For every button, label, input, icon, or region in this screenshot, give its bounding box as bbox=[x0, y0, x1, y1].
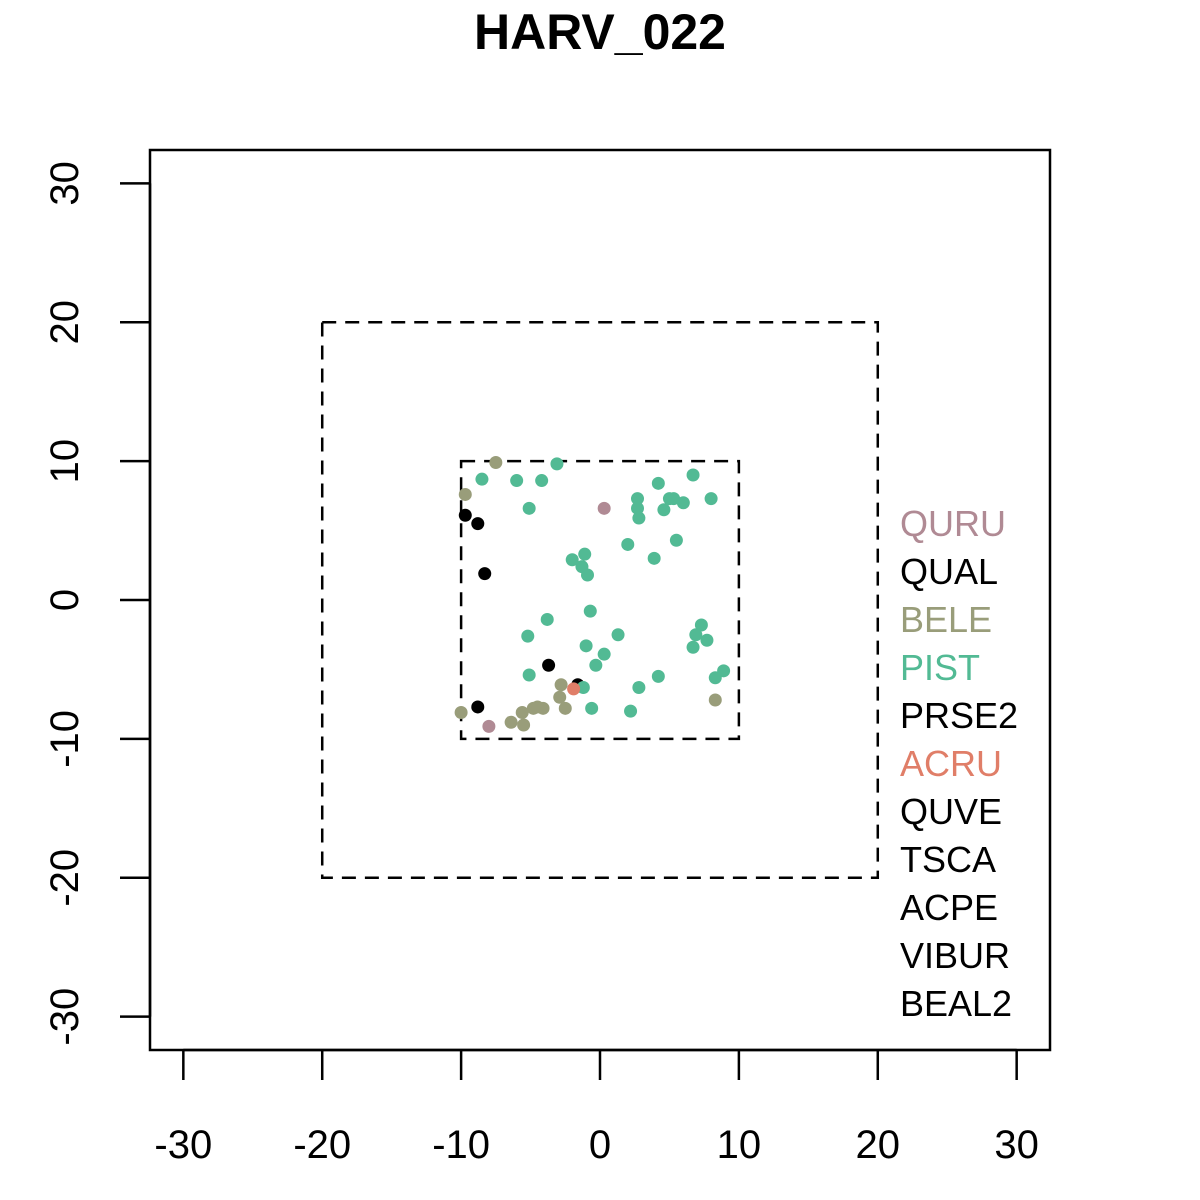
point-pist bbox=[700, 633, 714, 647]
point-pist bbox=[565, 553, 579, 567]
point-qual bbox=[478, 567, 492, 581]
point-bele bbox=[458, 487, 472, 501]
x-tick-label: -30 bbox=[154, 1123, 212, 1167]
point-pist bbox=[717, 664, 731, 678]
point-pist bbox=[581, 568, 594, 582]
y-tick-label: -10 bbox=[43, 710, 87, 768]
data-points bbox=[454, 456, 731, 733]
point-pist bbox=[632, 511, 646, 525]
point-pist bbox=[694, 618, 708, 632]
point-pist bbox=[611, 628, 625, 642]
y-axis: -30 -20 -10 0 10 20 30 bbox=[43, 161, 152, 1046]
point-pist bbox=[583, 604, 597, 618]
point-pist bbox=[578, 547, 592, 561]
point-bele bbox=[454, 706, 468, 719]
reference-squares bbox=[320, 320, 880, 880]
point-pist bbox=[597, 647, 611, 661]
point-bele bbox=[708, 693, 722, 707]
legend-label-bele: BELE bbox=[900, 599, 992, 640]
legend-label-prse2: PRSE2 bbox=[900, 695, 1018, 736]
point-pist bbox=[624, 704, 638, 718]
x-tick-label: -20 bbox=[293, 1123, 351, 1167]
point-bele bbox=[489, 456, 503, 469]
y-tick-label: 30 bbox=[43, 161, 87, 206]
point-pist bbox=[686, 640, 700, 654]
point-pist bbox=[535, 474, 549, 488]
point-qual bbox=[471, 700, 485, 714]
point-quru bbox=[597, 501, 611, 515]
point-bele bbox=[558, 701, 572, 715]
point-pist bbox=[689, 628, 703, 642]
y-tick-label: 0 bbox=[43, 589, 87, 611]
x-tick-label: 0 bbox=[589, 1123, 611, 1167]
point-pist bbox=[550, 457, 564, 471]
legend-label-vibur: VIBUR bbox=[900, 935, 1010, 976]
point-pist bbox=[669, 533, 683, 547]
legend-label-quve: QUVE bbox=[900, 791, 1002, 832]
reference-square-0 bbox=[320, 320, 880, 880]
chart-title: HARV_022 bbox=[474, 4, 726, 60]
point-pist bbox=[589, 658, 603, 672]
point-pist bbox=[576, 681, 590, 694]
point-bele bbox=[517, 718, 531, 732]
point-qual bbox=[458, 508, 472, 522]
y-tick-label: 10 bbox=[43, 439, 87, 484]
point-pist bbox=[651, 476, 665, 490]
legend-label-tsca: TSCA bbox=[900, 839, 996, 880]
point-pist bbox=[475, 472, 489, 486]
point-pist bbox=[540, 612, 554, 626]
point-acru bbox=[567, 682, 581, 696]
point-qual bbox=[471, 517, 485, 531]
point-pist bbox=[657, 503, 671, 517]
point-pist bbox=[647, 551, 661, 565]
point-bele bbox=[515, 706, 529, 719]
legend-label-beal2: BEAL2 bbox=[900, 983, 1012, 1024]
x-tick-label: -10 bbox=[432, 1123, 490, 1167]
point-pist bbox=[651, 669, 665, 683]
legend: QURU QUAL BELE PIST PRSE2 ACRU QUVE TSCA ACPE VIB… bbox=[900, 503, 1018, 1024]
point-pist bbox=[579, 639, 593, 653]
point-pist bbox=[522, 501, 536, 515]
point-quru bbox=[482, 719, 496, 733]
x-tick-label: 30 bbox=[994, 1123, 1039, 1167]
point-pist bbox=[631, 501, 644, 515]
point-pist bbox=[521, 629, 535, 643]
point-pist bbox=[676, 496, 690, 510]
point-pist bbox=[621, 537, 635, 551]
point-pist bbox=[632, 681, 646, 694]
point-pist bbox=[686, 468, 700, 482]
point-pist bbox=[704, 492, 718, 506]
point-pist bbox=[510, 474, 524, 488]
y-tick-label: -30 bbox=[43, 988, 87, 1046]
point-bele bbox=[531, 700, 544, 714]
y-tick-label: -20 bbox=[43, 849, 87, 907]
legend-label-quru: QURU bbox=[900, 503, 1006, 544]
point-bele bbox=[504, 715, 518, 729]
point-pist bbox=[631, 492, 644, 506]
point-pist bbox=[667, 492, 681, 506]
legend-label-qual: QUAL bbox=[900, 551, 998, 592]
point-qual bbox=[542, 658, 556, 672]
point-bele bbox=[554, 678, 568, 692]
point-pist bbox=[522, 668, 536, 682]
x-tick-label: 20 bbox=[856, 1123, 901, 1167]
x-axis: -30 -20 -10 0 10 20 30 bbox=[154, 1048, 1039, 1167]
reference-square-1 bbox=[459, 459, 741, 741]
legend-label-acpe: ACPE bbox=[900, 887, 998, 928]
x-tick-label: 10 bbox=[717, 1123, 762, 1167]
point-bele bbox=[553, 690, 567, 704]
y-tick-label: 20 bbox=[43, 300, 87, 345]
legend-label-acru: ACRU bbox=[900, 743, 1002, 784]
legend-label-pist: PIST bbox=[900, 647, 980, 688]
point-pist bbox=[585, 701, 599, 715]
